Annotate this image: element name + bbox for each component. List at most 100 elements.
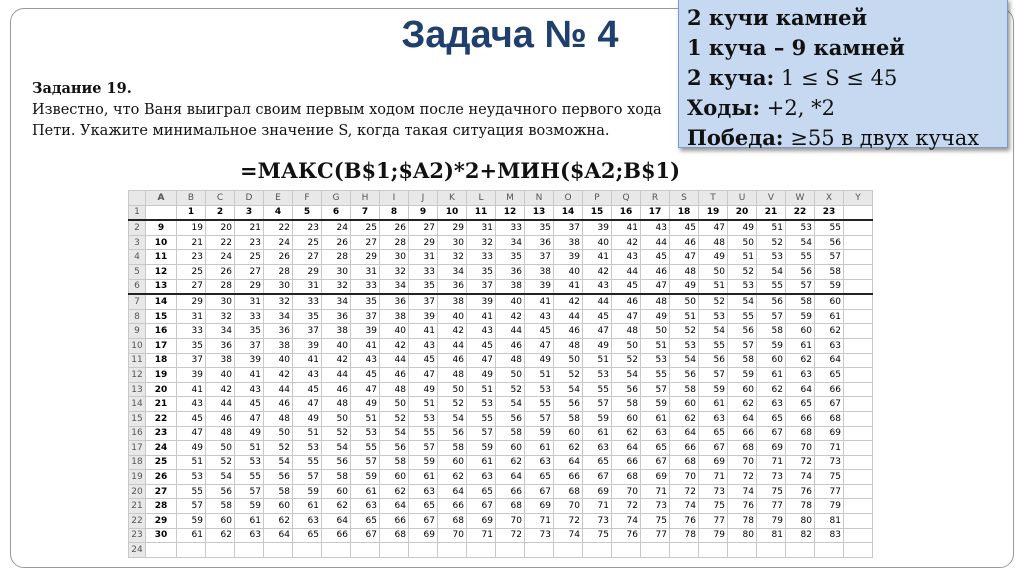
cell[interactable]: 49 — [698, 249, 728, 265]
cell[interactable]: 36 — [263, 323, 293, 339]
cell[interactable]: 57 — [176, 498, 206, 515]
cell[interactable]: 40 — [379, 323, 409, 339]
cell[interactable] — [843, 410, 873, 427]
cell[interactable]: 53 — [582, 367, 612, 383]
cell[interactable]: 43 — [292, 367, 322, 383]
cell[interactable]: 63 — [524, 454, 554, 471]
cell[interactable]: 69 — [756, 440, 786, 456]
cell[interactable] — [145, 204, 177, 222]
cell[interactable]: 51 — [466, 381, 496, 398]
cell[interactable]: 39 — [524, 278, 554, 296]
cell[interactable]: 46 — [669, 234, 699, 251]
cell[interactable]: 55 — [408, 425, 438, 442]
cell[interactable]: 61 — [524, 440, 554, 456]
cell[interactable]: 71 — [466, 527, 496, 544]
cell[interactable]: 38 — [437, 293, 467, 310]
cell[interactable]: 65 — [582, 454, 612, 471]
cell[interactable] — [843, 293, 873, 310]
cell[interactable]: 52 — [669, 323, 699, 339]
row-header[interactable]: 18 — [128, 454, 146, 471]
cell[interactable]: 68 — [814, 410, 844, 427]
cell[interactable]: 69 — [524, 498, 554, 515]
cell[interactable]: 37 — [553, 219, 583, 236]
cell[interactable]: 83 — [814, 527, 844, 544]
cell[interactable]: 40 — [495, 293, 525, 310]
cell[interactable]: 55 — [814, 219, 844, 236]
column-header[interactable]: C — [205, 190, 235, 206]
cell[interactable]: 26 — [263, 249, 293, 265]
cell[interactable]: 45 — [466, 337, 496, 354]
cell[interactable]: 55 — [785, 249, 815, 265]
cell[interactable]: 37 — [466, 278, 496, 296]
cell[interactable]: 31 — [408, 249, 438, 265]
cell[interactable]: 62 — [814, 323, 844, 339]
column-header[interactable]: W — [785, 190, 815, 206]
cell[interactable]: 46 — [640, 263, 670, 280]
cell[interactable]: 42 — [379, 337, 409, 354]
cell[interactable]: 78 — [785, 498, 815, 515]
cell[interactable]: 48 — [611, 323, 641, 339]
cell[interactable] — [843, 219, 873, 236]
cell[interactable]: 60 — [814, 293, 844, 310]
cell[interactable]: 65 — [292, 527, 322, 544]
cell[interactable]: 69 — [582, 483, 612, 500]
cell[interactable]: 30 — [205, 293, 235, 310]
cell[interactable]: 56 — [321, 454, 351, 471]
cell[interactable]: 57 — [640, 381, 670, 398]
cell[interactable]: 30 — [145, 527, 177, 544]
cell[interactable] — [437, 542, 467, 558]
cell[interactable]: 64 — [379, 498, 409, 515]
cell[interactable]: 59 — [785, 308, 815, 325]
cell[interactable] — [466, 542, 496, 558]
cell[interactable]: 25 — [145, 454, 177, 471]
cell[interactable]: 61 — [176, 527, 206, 544]
cell[interactable]: 66 — [814, 381, 844, 398]
cell[interactable]: 57 — [582, 396, 612, 412]
cell[interactable]: 52 — [698, 293, 728, 310]
cell[interactable]: 74 — [727, 483, 757, 500]
cell[interactable]: 68 — [785, 425, 815, 442]
cell[interactable]: 41 — [350, 337, 380, 354]
cell[interactable]: 15 — [582, 204, 612, 222]
cell[interactable]: 54 — [379, 425, 409, 442]
cell[interactable]: 56 — [698, 352, 728, 369]
row-header[interactable]: 23 — [128, 527, 146, 544]
cell[interactable]: 72 — [611, 498, 641, 515]
cell[interactable]: 15 — [145, 308, 177, 325]
cell[interactable]: 16 — [611, 204, 641, 222]
cell[interactable]: 34 — [379, 278, 409, 296]
cell[interactable] — [582, 542, 612, 558]
cell[interactable]: 71 — [814, 440, 844, 456]
cell[interactable]: 60 — [495, 440, 525, 456]
cell[interactable]: 44 — [437, 337, 467, 354]
cell[interactable]: 57 — [234, 483, 264, 500]
cell[interactable]: 52 — [321, 425, 351, 442]
cell[interactable] — [843, 542, 873, 558]
cell[interactable]: 61 — [408, 469, 438, 485]
cell[interactable]: 25 — [234, 249, 264, 265]
cell[interactable]: 56 — [785, 263, 815, 280]
cell[interactable] — [843, 323, 873, 339]
cell[interactable]: 45 — [611, 278, 641, 296]
cell[interactable]: 70 — [437, 527, 467, 544]
cell[interactable]: 41 — [582, 249, 612, 265]
row-header[interactable]: 4 — [128, 249, 146, 265]
cell[interactable]: 55 — [756, 278, 786, 296]
cell[interactable]: 17 — [640, 204, 670, 222]
cell[interactable]: 46 — [379, 367, 409, 383]
cell[interactable]: 65 — [814, 367, 844, 383]
cell[interactable]: 43 — [611, 249, 641, 265]
cell[interactable]: 54 — [553, 381, 583, 398]
cell[interactable]: 61 — [640, 410, 670, 427]
cell[interactable]: 72 — [727, 469, 757, 485]
cell[interactable]: 47 — [698, 219, 728, 236]
cell[interactable]: 43 — [466, 323, 496, 339]
column-header[interactable]: H — [350, 190, 380, 206]
cell[interactable]: 9 — [145, 219, 177, 236]
cell[interactable]: 62 — [669, 410, 699, 427]
cell[interactable]: 19 — [698, 204, 728, 222]
cell[interactable]: 28 — [263, 263, 293, 280]
cell[interactable]: 60 — [756, 352, 786, 369]
cell[interactable]: 17 — [145, 337, 177, 354]
cell[interactable]: 70 — [611, 483, 641, 500]
